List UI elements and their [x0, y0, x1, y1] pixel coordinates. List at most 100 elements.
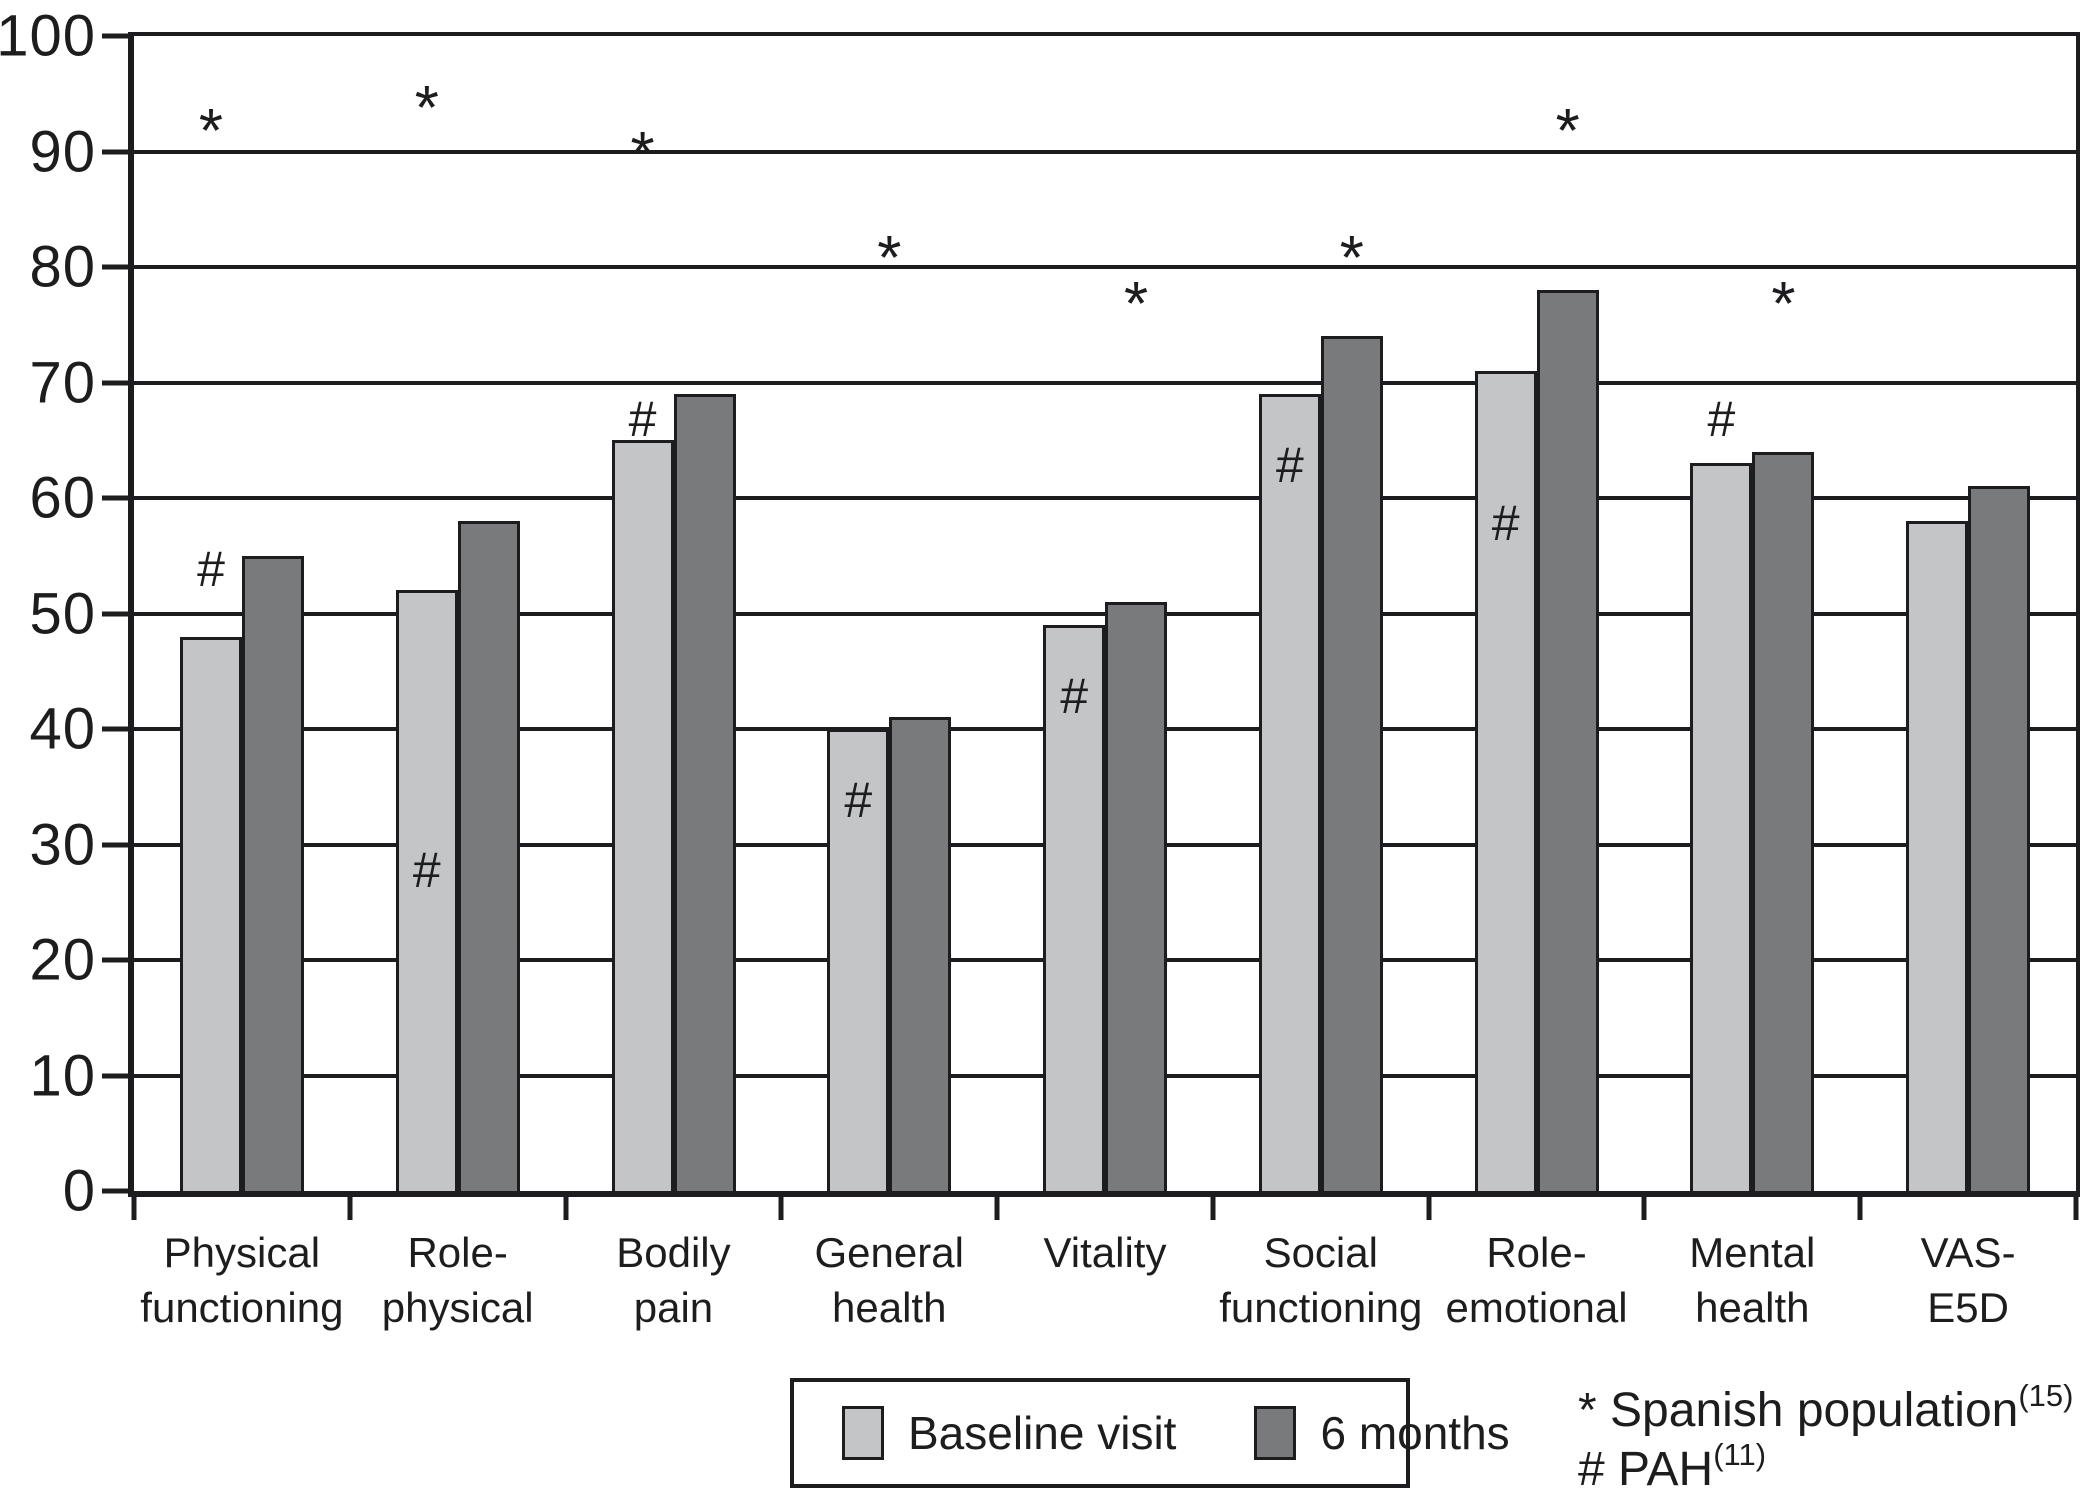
x-tick-6 — [1426, 1193, 1432, 1220]
x-axis-ticks — [131, 1193, 2079, 1223]
y-tick-label-100: 100 — [0, 3, 96, 69]
x-tick-5 — [1210, 1193, 1216, 1220]
y-tick-40 — [102, 726, 128, 732]
bar-6months-1 — [242, 555, 304, 1191]
category-label-8: Mental health — [1689, 1229, 1816, 1331]
hash-annotation-8: # — [1707, 391, 1736, 448]
star-annotation-3: * — [630, 119, 655, 189]
bar-baseline-4 — [827, 729, 890, 1191]
y-tick-80 — [102, 264, 128, 270]
category-label-4: General health — [814, 1229, 964, 1331]
hash-annotation-1: # — [197, 541, 225, 598]
y-tick-100 — [102, 33, 128, 39]
bar-baseline-3 — [611, 440, 674, 1191]
y-tick-label-80: 80 — [29, 234, 96, 300]
hash-annotation-5: # — [1060, 668, 1089, 725]
y-tick-label-70: 70 — [29, 350, 96, 415]
gridline-80 — [134, 265, 2076, 269]
x-tick-2 — [563, 1193, 569, 1220]
category-group-2: * # — [350, 36, 566, 1191]
category-group-8: * # — [1644, 36, 1860, 1191]
hash-annotation-2: # — [412, 841, 441, 898]
bar-baseline-9 — [1906, 521, 1969, 1191]
legend-label-6months: 6 months — [1320, 1407, 1510, 1459]
y-axis-labels: 0 10 20 30 40 50 60 70 80 90 100 — [0, 4, 96, 1224]
category-label-6: Social functioning — [1219, 1229, 1423, 1331]
y-tick-60 — [102, 495, 128, 501]
x-axis-category-labels: Physical functioning Role- physical Bodily… — [134, 1226, 2076, 1356]
bar-6months-4 — [889, 717, 952, 1191]
category-label-7: Role- emotional — [1445, 1229, 1628, 1331]
y-tick-label-0: 0 — [62, 1158, 96, 1224]
footnotes: * Spanish population(15) # PAH(11) — [1578, 1378, 2074, 1500]
bar-6months-2 — [457, 521, 520, 1191]
y-tick-label-10: 10 — [29, 1043, 96, 1108]
category-group-6: * # — [1213, 36, 1429, 1191]
footnote-spanish-population: * Spanish population(15) — [1578, 1378, 2074, 1441]
hash-annotation-3: # — [628, 391, 657, 448]
footnote-text: PAH — [1618, 1442, 1714, 1496]
y-tick-label-20: 20 — [29, 927, 96, 993]
bar-baseline-6 — [1258, 394, 1321, 1191]
bar-6months-5 — [1105, 601, 1168, 1191]
x-tick-8 — [1857, 1193, 1863, 1220]
y-tick-label-50: 50 — [29, 581, 96, 646]
hash-annotation-6: # — [1275, 437, 1304, 494]
star-annotation-4: * — [877, 223, 902, 293]
bar-6months-3 — [673, 394, 736, 1191]
bar-6months-7 — [1536, 290, 1599, 1191]
y-tick-30 — [102, 842, 128, 847]
footnote-pah: # PAH(11) — [1578, 1437, 2074, 1500]
hash-annotation-4: # — [844, 772, 873, 829]
category-label-5: Vitality — [1043, 1229, 1167, 1276]
gridline-50 — [134, 611, 2076, 616]
footnote-superscript: (11) — [1713, 1436, 1767, 1472]
y-tick-50 — [102, 611, 128, 616]
star-annotation-8: * — [1771, 269, 1796, 339]
category-label-2: Role- physical — [381, 1229, 534, 1331]
y-tick-label-30: 30 — [29, 812, 96, 877]
category-group-9 — [1860, 36, 2076, 1191]
category-group-3: * # — [566, 36, 782, 1191]
y-tick-0 — [102, 1188, 128, 1194]
legend-swatch-baseline — [842, 1406, 884, 1460]
category-group-5: * # — [997, 36, 1213, 1191]
y-tick-label-90: 90 — [29, 119, 96, 184]
legend: Baseline visit 6 months — [790, 1378, 1510, 1488]
category-label-1: Physical functioning — [140, 1229, 344, 1331]
y-tick-label-60: 60 — [29, 465, 96, 531]
legend-swatch-6months — [1254, 1406, 1297, 1460]
star-annotation-7: * — [1555, 96, 1580, 166]
bar-baseline-5 — [1043, 625, 1106, 1191]
x-tick-1 — [347, 1193, 353, 1220]
hash-annotation-7: # — [1491, 495, 1520, 552]
x-tick-0 — [131, 1193, 137, 1220]
category-group-7: * # — [1429, 36, 1645, 1191]
y-tick-label-40: 40 — [29, 696, 96, 762]
gridline-60 — [134, 496, 2076, 500]
footnote-superscript: (15) — [2018, 1378, 2074, 1413]
star-annotation-5: * — [1124, 269, 1149, 339]
star-annotation-6: * — [1339, 223, 1364, 293]
category-label-9: VAS-E5D — [1920, 1229, 2016, 1331]
star-annotation-2: * — [414, 73, 439, 143]
x-tick-4 — [994, 1193, 1000, 1220]
bar-baseline-7 — [1474, 370, 1537, 1191]
legend-label-baseline: Baseline visit — [908, 1407, 1177, 1459]
category-label-3: Bodily pain — [616, 1229, 731, 1331]
y-tick-20 — [102, 957, 128, 963]
bar-baseline-2 — [395, 590, 458, 1191]
bars-layer: * # * # * # * # * # * # * # * # — [134, 36, 2076, 1191]
footnote-text: Spanish population — [1610, 1384, 2019, 1437]
category-group-4: * # — [781, 36, 997, 1191]
star-marker: * — [1578, 1384, 1597, 1437]
x-tick-3 — [778, 1193, 784, 1220]
gridline-90 — [134, 149, 2076, 154]
bar-6months-8 — [1752, 451, 1815, 1191]
category-group-1: * # — [134, 36, 350, 1191]
x-tick-7 — [1641, 1193, 1647, 1220]
bar-6months-6 — [1320, 336, 1383, 1191]
y-tick-70 — [102, 380, 128, 385]
x-tick-9 — [2073, 1193, 2079, 1220]
